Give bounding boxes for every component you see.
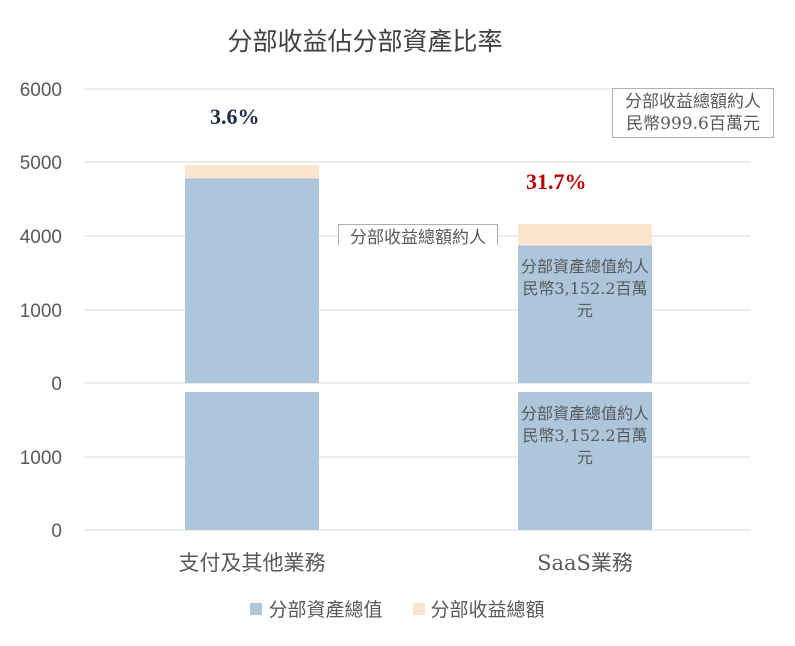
bar-assets-lower: [185, 392, 319, 530]
legend-item-revenue: 分部收益總額: [412, 595, 545, 622]
revenue-callout-saas: 分部收益總額約人民幣999.6百萬元: [612, 88, 774, 138]
y-tick-label: 1000: [20, 301, 62, 322]
legend-label-revenue: 分部收益總額: [430, 599, 545, 621]
bar-assets: [518, 245, 652, 383]
x-tick-label: 支付及其他業務: [179, 551, 326, 575]
bar-revenue: [518, 224, 652, 246]
legend: 分部資產總值 分部收益總額: [0, 595, 795, 622]
legend-swatch-assets: [250, 602, 263, 615]
chart-title: 分部收益佔分部資產比率: [227, 27, 503, 56]
y-tick-label: 5000: [20, 153, 62, 174]
ratio-label-saas: 31.7%: [526, 169, 587, 194]
x-tick-label: SaaS業務: [537, 551, 633, 575]
legend-label-assets: 分部資產總值: [268, 599, 383, 621]
revenue-callout-clipped-box: 分部收益總額約人: [338, 224, 498, 245]
asset-label-saas-top: 分部資產總值約人民幣3,152.2百萬元: [520, 257, 649, 320]
legend-item-assets: 分部資產總值: [250, 595, 383, 622]
bar-assets: [185, 178, 319, 383]
legend-swatch-revenue: [412, 602, 425, 615]
bar-revenue: [185, 164, 319, 179]
y-tick-label: 4000: [20, 227, 62, 248]
bar-assets-lower: [518, 392, 652, 530]
y-tick-label: 0: [51, 374, 62, 395]
revenue-callout-clipped: 分部收益總額約人: [338, 224, 498, 245]
y-tick-label: 0: [51, 521, 62, 542]
asset-label-saas-bottom: 分部資產總值約人民幣3,152.2百萬元: [520, 404, 649, 467]
y-tick-label: 6000: [20, 80, 62, 101]
y-tick-label: 1000: [20, 448, 62, 469]
ratio-label-payment: 3.6%: [210, 104, 260, 129]
